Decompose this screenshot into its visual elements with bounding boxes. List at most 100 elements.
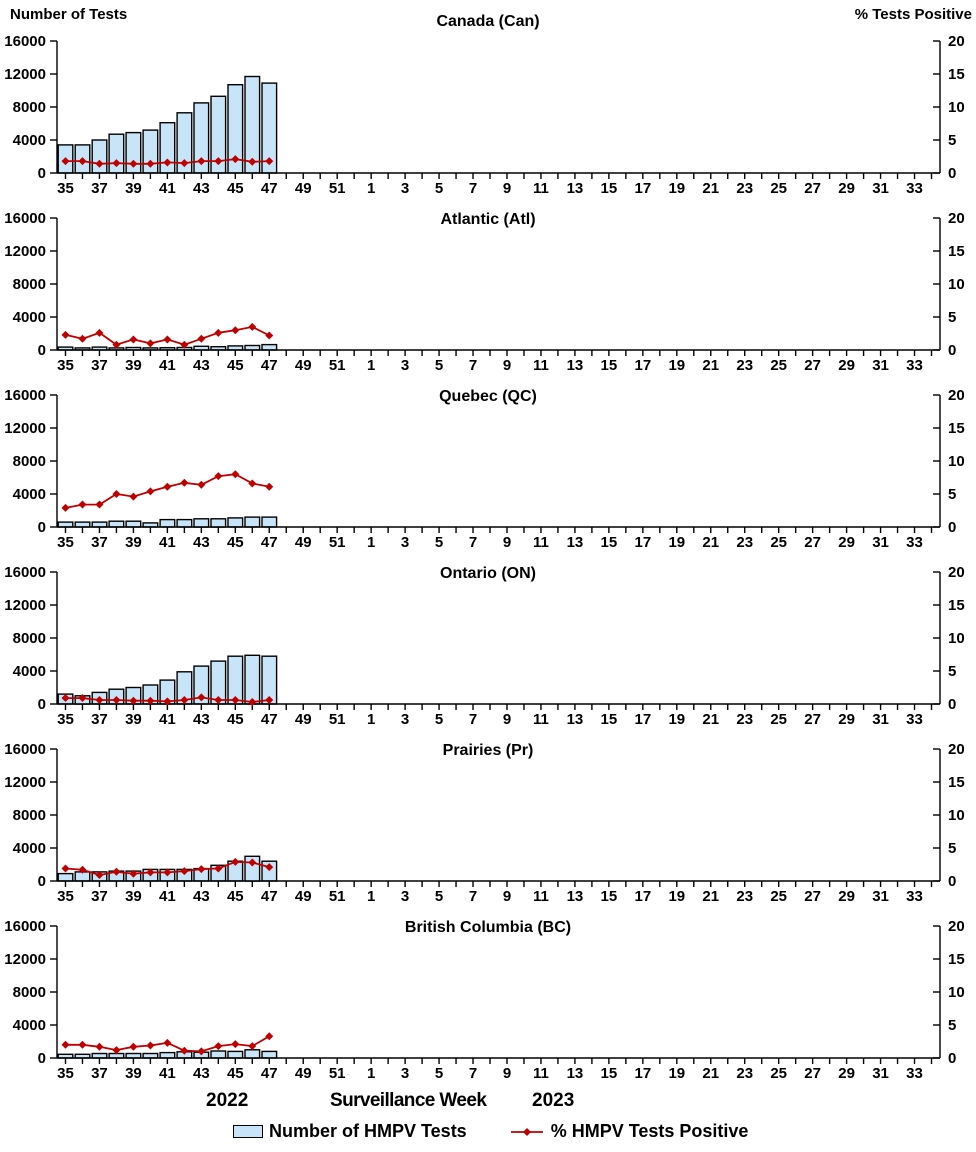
diamond-marker xyxy=(231,1040,240,1049)
svg-text:12000: 12000 xyxy=(4,951,46,968)
svg-text:15: 15 xyxy=(601,180,618,197)
svg-text:23: 23 xyxy=(736,180,753,197)
svg-text:10: 10 xyxy=(948,99,965,116)
diamond-marker xyxy=(214,157,223,166)
svg-text:1: 1 xyxy=(367,711,375,728)
diamond-marker xyxy=(197,157,206,166)
svg-text:17: 17 xyxy=(634,888,651,905)
svg-text:15: 15 xyxy=(601,534,618,551)
panel-title: Quebec (QC) xyxy=(439,388,537,405)
diamond-marker xyxy=(248,858,257,867)
bar xyxy=(108,133,125,174)
panel-title: Atlantic (Atl) xyxy=(440,211,536,228)
svg-text:19: 19 xyxy=(668,711,685,728)
svg-text:29: 29 xyxy=(838,534,855,551)
svg-text:47: 47 xyxy=(261,711,278,728)
svg-text:4000: 4000 xyxy=(13,1017,46,1034)
svg-text:3: 3 xyxy=(401,711,409,728)
svg-text:11: 11 xyxy=(533,534,549,551)
svg-text:31: 31 xyxy=(872,711,889,728)
svg-text:21: 21 xyxy=(702,888,719,905)
diamond-marker xyxy=(231,696,240,705)
svg-text:23: 23 xyxy=(736,1065,753,1082)
svg-text:8000: 8000 xyxy=(13,984,46,1001)
diamond-marker xyxy=(180,478,189,487)
svg-text:5: 5 xyxy=(435,534,443,551)
svg-text:29: 29 xyxy=(838,1065,855,1082)
svg-text:5: 5 xyxy=(435,357,443,374)
svg-text:41: 41 xyxy=(159,711,176,728)
diamond-marker xyxy=(61,157,70,166)
bar xyxy=(159,1051,176,1059)
svg-text:35: 35 xyxy=(57,888,74,905)
svg-text:45: 45 xyxy=(227,534,244,551)
svg-text:49: 49 xyxy=(295,1065,312,1082)
svg-text:31: 31 xyxy=(872,888,889,905)
diamond-marker xyxy=(146,696,155,705)
svg-text:33: 33 xyxy=(906,1065,923,1082)
svg-text:39: 39 xyxy=(125,1065,142,1082)
svg-text:47: 47 xyxy=(261,180,278,197)
svg-text:7: 7 xyxy=(469,1065,477,1082)
diamond-marker xyxy=(129,869,138,878)
svg-text:17: 17 xyxy=(634,1065,651,1082)
diamond-marker xyxy=(265,696,274,705)
svg-text:49: 49 xyxy=(295,888,312,905)
svg-text:0: 0 xyxy=(948,165,956,182)
pct-positive-line-group xyxy=(61,1032,274,1056)
bar xyxy=(244,1049,261,1059)
svg-text:15: 15 xyxy=(948,597,965,614)
diamond-marker xyxy=(95,328,104,337)
svg-text:23: 23 xyxy=(736,357,753,374)
bar xyxy=(227,1050,244,1059)
svg-text:5: 5 xyxy=(435,888,443,905)
diamond-marker xyxy=(146,868,155,877)
svg-text:39: 39 xyxy=(125,534,142,551)
svg-text:5: 5 xyxy=(948,1017,956,1034)
svg-text:5: 5 xyxy=(435,1065,443,1082)
bar xyxy=(74,521,91,528)
svg-text:31: 31 xyxy=(872,357,889,374)
panel-title: British Columbia (BC) xyxy=(404,919,572,936)
svg-text:20: 20 xyxy=(948,387,965,404)
diamond-marker xyxy=(78,1040,87,1049)
panel-atlantic: Atlantic (Atl) 16000 12000 8000 4000 0 20 15 10… xyxy=(0,177,976,374)
svg-text:12000: 12000 xyxy=(4,420,46,437)
panel-title: Ontario (ON) xyxy=(440,565,536,582)
svg-text:4000: 4000 xyxy=(13,132,46,149)
svg-text:23: 23 xyxy=(736,534,753,551)
svg-text:41: 41 xyxy=(159,1065,176,1082)
svg-text:47: 47 xyxy=(261,534,278,551)
svg-text:33: 33 xyxy=(906,888,923,905)
diamond-marker xyxy=(214,328,223,337)
svg-text:27: 27 xyxy=(804,1065,821,1082)
diamond-marker xyxy=(163,482,172,491)
svg-text:43: 43 xyxy=(193,180,210,197)
svg-text:15: 15 xyxy=(948,951,965,968)
diamond-marker xyxy=(78,694,87,703)
diamond-marker xyxy=(248,698,257,707)
diamond-marker xyxy=(214,864,223,873)
svg-text:16000: 16000 xyxy=(4,33,46,50)
pct-positive-line-group xyxy=(61,857,274,880)
svg-text:8000: 8000 xyxy=(13,807,46,824)
svg-text:10: 10 xyxy=(948,276,965,293)
svg-text:47: 47 xyxy=(261,1065,278,1082)
svg-text:15: 15 xyxy=(948,774,965,791)
svg-text:49: 49 xyxy=(295,180,312,197)
svg-text:16000: 16000 xyxy=(4,210,46,227)
svg-text:15: 15 xyxy=(948,243,965,260)
legend: Number of HMPV Tests % HMPV Tests Positi… xyxy=(233,1121,748,1142)
diamond-marker xyxy=(61,864,70,873)
panel-title: Canada (Can) xyxy=(436,13,540,30)
panel-quebec: Quebec (QC) 16000 12000 8000 4000 0 20 15 10 5 0 3… xyxy=(0,354,976,551)
svg-text:15: 15 xyxy=(601,1065,618,1082)
bar xyxy=(159,518,176,528)
diamond-marker xyxy=(61,1040,70,1049)
svg-text:35: 35 xyxy=(57,534,74,551)
panel-ontario: Ontario (ON) 16000 12000 8000 4000 0 20 15 10 5 0… xyxy=(0,531,976,728)
svg-text:8000: 8000 xyxy=(13,99,46,116)
svg-text:51: 51 xyxy=(329,534,346,551)
svg-text:4000: 4000 xyxy=(13,840,46,857)
